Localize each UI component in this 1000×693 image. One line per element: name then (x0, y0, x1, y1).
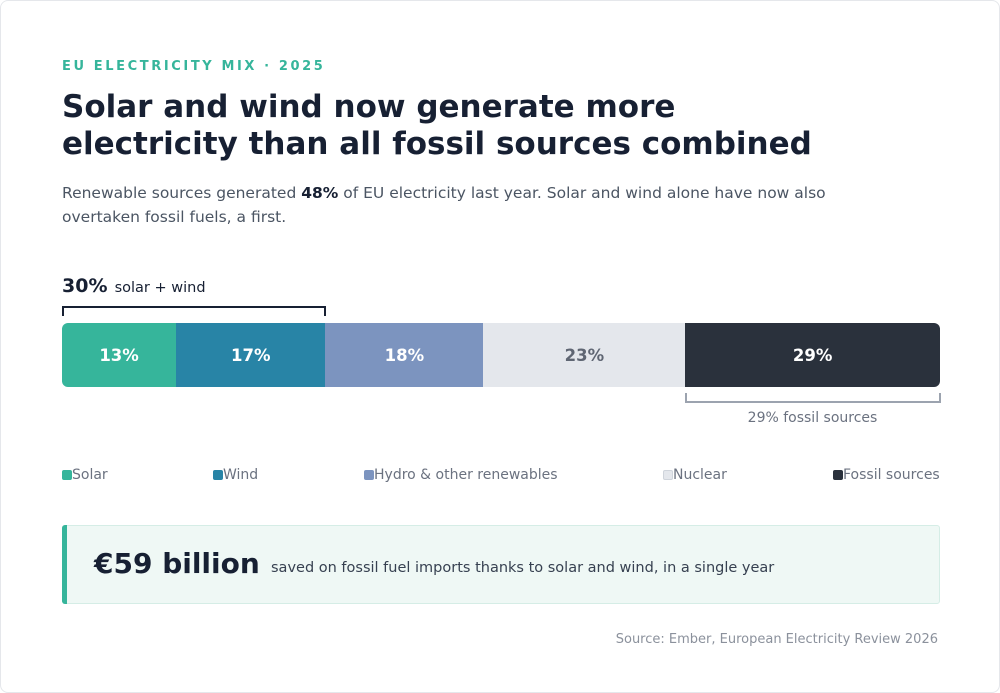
legend-label-nuclear: Nuclear (673, 467, 727, 483)
bar-segment-solar: 13% (62, 323, 177, 387)
legend-label-hydro-other-renewables: Hydro & other renewables (374, 467, 558, 483)
solar-wind-bracket (62, 306, 326, 316)
legend-label-fossil-sources: Fossil sources (843, 467, 940, 483)
legend-label-solar: Solar (72, 467, 108, 483)
legend-swatch-wind (213, 470, 223, 480)
legend-swatch-nuclear (663, 470, 673, 480)
bar-label-wind: 17% (231, 345, 271, 365)
fossil-callout-text: 29% fossil sources (747, 410, 878, 426)
solar-wind-callout-text: solar + wind (114, 280, 206, 296)
stat-accent-bar (62, 525, 67, 604)
legend-item-fossil-sources: Fossil sources (833, 467, 940, 483)
bar-label-hydro-other-renewables: 18% (384, 345, 425, 365)
legend-swatch-hydro-other-renewables (364, 470, 374, 480)
stat-box: €59 billion saved on fossil fuel imports… (62, 525, 940, 604)
dek-highlight: 48% (301, 184, 339, 202)
stat-value: €59 billion (94, 547, 260, 580)
headline-line-2: electricity than all fossil sources comb… (62, 126, 812, 162)
eyebrow: EU ELECTRICITY MIX · 2025 (62, 59, 326, 74)
fossil-bracket (685, 393, 941, 403)
dek: Renewable sources generated 48% of EU el… (62, 181, 922, 229)
dek-line-1: Renewable sources generated 48% of EU el… (62, 181, 922, 205)
bar-label-solar: 13% (99, 345, 139, 365)
headline-line-1: Solar and wind now generate more (62, 89, 676, 125)
dek-line-2: overtaken fossil fuels, a first. (62, 208, 287, 226)
dek-text-after: of EU electricity last year. Solar and w… (338, 184, 826, 202)
legend-swatch-fossil-sources (833, 470, 843, 480)
solar-wind-callout-value: 30% (62, 275, 108, 297)
legend-swatch-solar (62, 470, 72, 480)
bar-label-nuclear: 23% (564, 345, 605, 365)
legend-item-wind: Wind (213, 467, 258, 483)
bar-label-fossil-sources: 29% (792, 345, 833, 365)
dek-text-before: Renewable sources generated (62, 184, 302, 202)
legend-label-wind: Wind (223, 467, 259, 483)
bar-segment-wind: 17% (176, 323, 326, 387)
source-note: Source: Ember, European Electricity Revi… (615, 632, 938, 647)
legend-item-hydro-other-renewables: Hydro & other renewables (364, 467, 558, 483)
legend: Solar Wind Hydro & other renewables Nuclear… (62, 467, 940, 487)
stacked-bar: 13% 17% 18% 23% 29% (62, 323, 940, 387)
solar-wind-callout: 30% solar + wind (62, 275, 206, 297)
legend-item-nuclear: Nuclear (663, 467, 727, 483)
bar-segment-fossil-sources: 29% (685, 323, 940, 387)
headline: Solar and wind now generate more electri… (62, 89, 922, 163)
bar-segment-nuclear: 23% (483, 323, 686, 387)
stat-text: saved on fossil fuel imports thanks to s… (271, 560, 775, 576)
bar-segment-hydro-other-renewables: 18% (325, 323, 484, 387)
legend-item-solar: Solar (62, 467, 108, 483)
